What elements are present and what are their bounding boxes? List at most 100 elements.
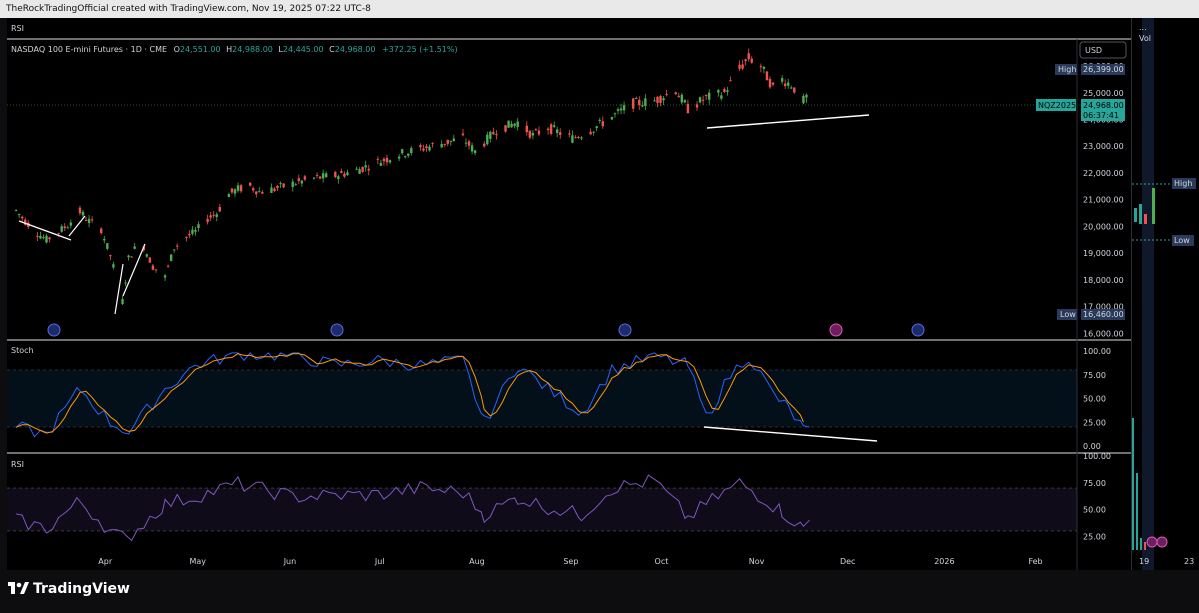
- candle-body: [188, 233, 191, 236]
- candle-body: [686, 103, 690, 114]
- mini-candle: [1134, 208, 1137, 222]
- candle-body: [109, 255, 112, 257]
- candle-body: [340, 171, 343, 174]
- rsi-band: [7, 488, 1077, 531]
- stoch-tick-label: 50.00: [1083, 395, 1106, 404]
- candle-body: [233, 189, 237, 194]
- candle-body: [361, 166, 364, 172]
- candle-body: [631, 98, 635, 109]
- trendline-march-2[interactable]: [68, 215, 86, 237]
- right-mini-panel[interactable]: ... Vol High Low 19 23: [1131, 18, 1199, 570]
- candle-body: [169, 254, 173, 262]
- candle-body: [239, 185, 243, 192]
- candle-body: [707, 92, 711, 100]
- x-tick-label: Dec: [840, 557, 855, 566]
- candle-body: [720, 95, 723, 99]
- candle-body: [552, 125, 556, 127]
- mini-x-label: 19: [1139, 557, 1149, 566]
- candle-body: [793, 87, 796, 93]
- candle-body: [197, 224, 200, 229]
- candle-body: [470, 145, 474, 152]
- candle-body: [473, 150, 477, 154]
- stoch-line: [15, 352, 810, 438]
- candle-body: [346, 172, 349, 176]
- candle-body: [17, 213, 21, 215]
- price-tick-label: 20,000.00: [1083, 222, 1124, 231]
- candle-body: [382, 158, 386, 162]
- dividend-event-icon: [330, 323, 344, 337]
- stoch-tick-label: 25.00: [1083, 418, 1106, 427]
- candle-body: [592, 131, 595, 133]
- trendline-march[interactable]: [18, 220, 72, 241]
- candle-body: [121, 299, 124, 305]
- high-tag: High: [1058, 65, 1076, 74]
- candle-body: [66, 227, 69, 229]
- last-price-label: 24,968.00: [1083, 101, 1124, 110]
- candle-body: [248, 182, 252, 186]
- vol-label: Vol: [1139, 34, 1151, 43]
- candle-body: [534, 129, 538, 131]
- candle-body: [124, 282, 127, 284]
- x-tick-label: Feb: [1028, 557, 1042, 566]
- trendline-price[interactable]: [706, 114, 870, 129]
- stoch-tick-label: 100.00: [1083, 347, 1111, 356]
- candle-body: [704, 94, 708, 97]
- candle-body: [531, 132, 535, 136]
- open-label: O: [174, 45, 180, 54]
- candle-body: [659, 95, 662, 104]
- candle-body: [334, 171, 337, 178]
- candle-body: [638, 99, 641, 106]
- dividend-event-icon: [911, 323, 925, 337]
- rsi-indicator: 100.00 75.00 50.00 25.00: [7, 452, 1111, 542]
- high-price-label: 26,399.00: [1083, 65, 1124, 74]
- candle-body: [194, 230, 197, 232]
- candle-body: [337, 176, 340, 180]
- candle-body: [580, 137, 583, 139]
- candle-body: [461, 133, 465, 136]
- x-tick-label: Oct: [655, 557, 669, 566]
- candle-body: [227, 194, 231, 198]
- chart-main-area[interactable]: RSI NASDAQ 100 E-mini Futures · 1D · CME…: [7, 18, 1131, 570]
- candle-body: [510, 123, 513, 128]
- candle-body: [528, 130, 532, 138]
- candle-body: [723, 88, 726, 93]
- trendline-stoch[interactable]: [703, 426, 878, 442]
- mini-earnings-icon[interactable]: [1156, 536, 1168, 548]
- x-tick-label: Apr: [98, 557, 113, 566]
- mini-low-tag: Low: [1174, 236, 1190, 245]
- mini-low-tag-bg: [1172, 235, 1194, 246]
- candle-body: [261, 192, 264, 194]
- mini-candle: [1152, 188, 1155, 224]
- candle-body: [738, 64, 741, 69]
- candle-body: [525, 125, 529, 133]
- rsi-tick-label: 100.00: [1083, 452, 1111, 461]
- candle-body: [428, 146, 431, 151]
- candle-body: [622, 105, 626, 111]
- candle-body: [568, 133, 571, 135]
- chart-canvas[interactable]: RSI NASDAQ 100 E-mini Futures · 1D · CME…: [7, 18, 1131, 570]
- candle-body: [218, 206, 221, 212]
- candle-body: [571, 135, 574, 143]
- tradingview-logo[interactable]: TradingView: [0, 570, 140, 608]
- mini-earnings-icon[interactable]: [1146, 536, 1158, 548]
- candle-body: [258, 191, 261, 193]
- candle-body: [14, 209, 18, 211]
- trendline-april-2[interactable]: [122, 243, 146, 297]
- candle-body: [759, 66, 763, 68]
- candle-body: [318, 176, 322, 179]
- candle-body: [483, 143, 486, 147]
- candle-body: [549, 124, 553, 134]
- volume-bar: [1140, 538, 1142, 550]
- high-value: 24,988.00: [232, 45, 273, 54]
- currency-button[interactable]: [1079, 41, 1127, 59]
- candle-body: [683, 100, 687, 103]
- event-icons[interactable]: [47, 323, 925, 337]
- candle-body: [559, 132, 562, 135]
- candle-body: [90, 219, 94, 221]
- candle-body: [206, 218, 209, 223]
- trendline-april[interactable]: [114, 263, 124, 315]
- low-value: 24,445.00: [283, 45, 324, 54]
- candle-body: [507, 120, 510, 128]
- rsi-tick-label: 75.00: [1083, 479, 1106, 488]
- candle-body: [130, 256, 133, 258]
